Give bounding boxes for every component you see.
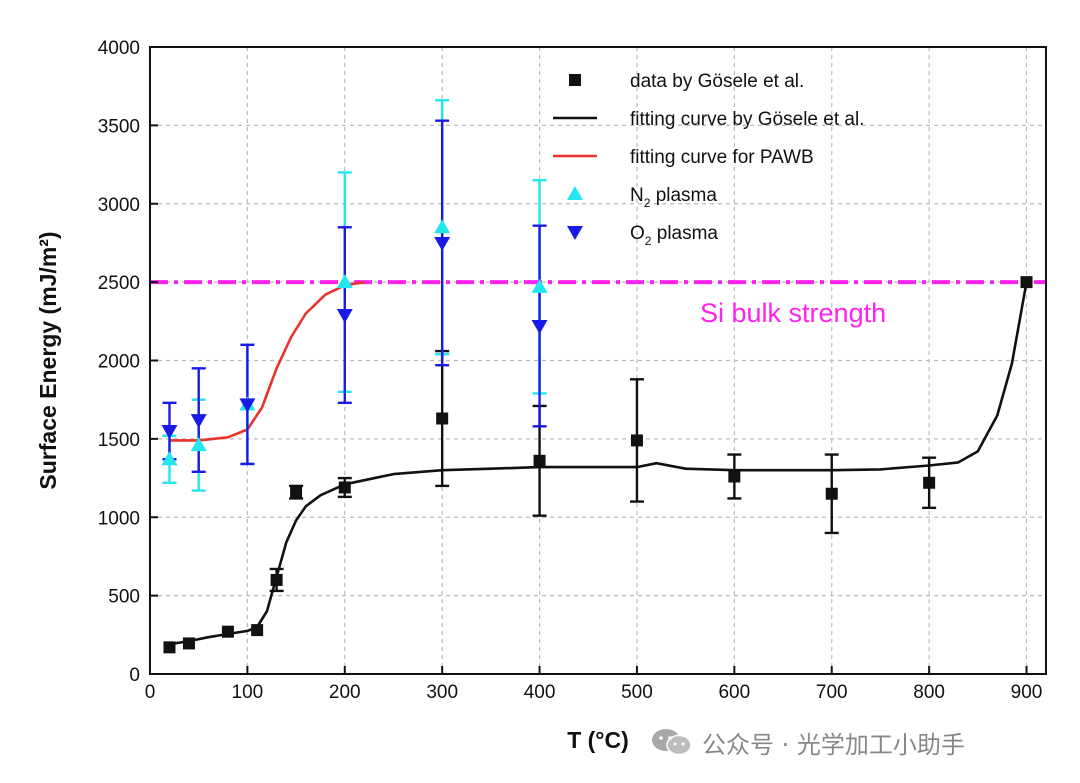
tick-label-x-700: 700 — [816, 682, 848, 703]
point-4-5 — [531, 320, 548, 335]
point-3-5 — [531, 278, 548, 293]
point-4-1 — [190, 414, 207, 429]
x-axis-title: T (°C) — [567, 727, 629, 753]
point-4-2 — [239, 398, 256, 413]
point-0-5 — [290, 486, 303, 499]
tick-label-x-500: 500 — [621, 682, 653, 703]
legend-label-1: fitting curve by Gösele et al. — [630, 109, 864, 130]
point-0-1 — [182, 637, 195, 650]
point-0-0 — [163, 641, 176, 654]
tick-label-x-600: 600 — [718, 682, 750, 703]
tick-label-y-1500: 1500 — [98, 430, 140, 451]
legend-label-3: N2 plasma — [630, 185, 717, 210]
tick-label-x-100: 100 — [232, 682, 264, 703]
point-3-1 — [190, 437, 207, 452]
point-4-0 — [161, 425, 178, 440]
point-0-2 — [221, 625, 234, 638]
legend-symbol-0 — [569, 74, 581, 86]
legend-symbol-3 — [567, 186, 583, 200]
fit-curves — [169, 280, 1028, 646]
legend-symbol-4 — [567, 226, 583, 240]
point-0-4 — [270, 573, 283, 586]
tick-label-y-3500: 3500 — [98, 116, 140, 137]
point-0-9 — [630, 434, 643, 447]
tick-label-x-300: 300 — [426, 682, 458, 703]
tick-label-y-2000: 2000 — [98, 352, 140, 373]
point-0-7 — [436, 412, 449, 425]
tick-label-x-200: 200 — [329, 682, 361, 703]
tick-label-y-3000: 3000 — [98, 195, 140, 216]
tick-label-y-1000: 1000 — [98, 508, 140, 529]
tick-label-y-4000: 4000 — [98, 38, 140, 59]
wechat-icon — [652, 729, 692, 756]
grid-lines — [150, 47, 1046, 674]
tick-label-x-900: 900 — [1011, 682, 1043, 703]
point-0-13 — [1020, 276, 1033, 289]
point-0-3 — [251, 624, 264, 637]
point-3-3 — [336, 274, 353, 289]
tick-label-x-0: 0 — [145, 682, 156, 703]
point-0-11 — [825, 487, 838, 500]
series-line-1 — [169, 281, 1028, 646]
tick-label-x-800: 800 — [913, 682, 945, 703]
si-bulk-strength-label: Si bulk strength — [700, 298, 886, 328]
watermark-text: 公众号 · 光学加工小助手 — [702, 730, 965, 759]
point-3-0 — [161, 451, 178, 466]
tick-label-x-400: 400 — [524, 682, 556, 703]
legend: data by Gösele et al. fitting curve by Gö… — [553, 71, 864, 248]
point-0-6 — [338, 481, 351, 494]
tick-labels: 0 100 200 300 400 500 600 700 800 900 0 500 1000 1500… — [98, 38, 1043, 703]
legend-label-0: data by Gösele et al. — [630, 71, 804, 92]
error-bars — [162, 99, 937, 593]
point-4-3 — [336, 309, 353, 324]
y-axis-title: Surface Energy (mJ/m²) — [35, 231, 61, 489]
point-0-10 — [728, 470, 741, 483]
point-0-12 — [923, 476, 936, 489]
tick-label-y-2500: 2500 — [98, 273, 140, 294]
point-4-4 — [434, 236, 451, 251]
series-line-2 — [169, 280, 365, 442]
tick-label-y-500: 500 — [108, 587, 140, 608]
axis-ticks — [149, 46, 1028, 675]
point-3-4 — [434, 219, 451, 234]
data-markers — [161, 219, 1033, 654]
tick-label-y-0: 0 — [129, 665, 140, 686]
legend-label-2: fitting curve for PAWB — [630, 147, 814, 168]
watermark: 公众号 · 光学加工小助手 — [650, 722, 1070, 762]
legend-label-4: O2 plasma — [630, 223, 718, 248]
point-0-8 — [533, 454, 546, 467]
